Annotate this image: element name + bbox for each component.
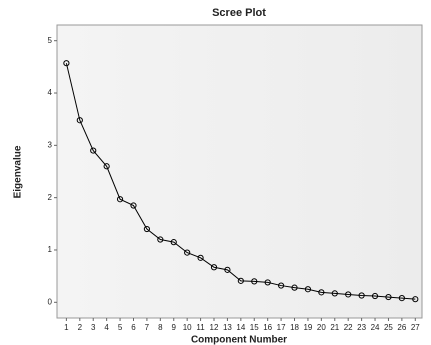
x-tick-label: 18	[290, 323, 299, 332]
point	[210, 264, 218, 271]
x-tick-label: 27	[411, 323, 420, 332]
point	[251, 278, 258, 285]
point	[331, 290, 338, 297]
point	[90, 147, 97, 154]
x-axis-label: Component Number	[191, 335, 287, 345]
point	[412, 296, 419, 303]
x-tick-label: 5	[118, 323, 123, 332]
x-tick-label: 21	[330, 323, 339, 332]
x-tick-label: 20	[317, 323, 326, 332]
point	[358, 292, 365, 299]
x-tick-label: 23	[357, 323, 366, 332]
x-tick-label: 9	[172, 323, 177, 332]
point	[385, 293, 392, 301]
x-tick-label: 14	[236, 323, 245, 332]
point	[116, 196, 124, 203]
point	[398, 295, 405, 302]
x-tick-label: 16	[263, 323, 272, 332]
plot-area	[56, 24, 423, 319]
point	[143, 225, 151, 233]
x-tick-label: 4	[104, 323, 109, 332]
x-tick-label: 11	[196, 323, 205, 332]
x-tick-label: 22	[344, 323, 353, 332]
point	[130, 202, 137, 209]
chart-title: Scree Plot	[212, 7, 266, 19]
x-tick-label: 13	[223, 323, 232, 332]
x-tick-label: 10	[183, 323, 192, 332]
x-tick-label: 1	[64, 323, 69, 332]
x-tick-label: 7	[145, 323, 150, 332]
y-axis-label: Eigenvalue	[13, 145, 24, 198]
point	[103, 163, 110, 170]
point	[63, 60, 70, 67]
point	[76, 117, 83, 124]
point	[371, 292, 379, 300]
point	[224, 266, 231, 273]
x-tick-label: 2	[78, 323, 83, 332]
y-tick-label: 2	[48, 193, 53, 202]
y-tick-label: 5	[48, 36, 53, 45]
x-tick-label: 25	[384, 323, 393, 332]
y-tick-label: 1	[48, 245, 53, 254]
point	[345, 291, 352, 298]
x-tick-label: 6	[131, 323, 136, 332]
x-tick-label: 19	[303, 323, 312, 332]
x-tick-label: 3	[91, 323, 96, 332]
y-tick-label: 3	[48, 140, 53, 149]
point	[197, 254, 204, 261]
point	[170, 239, 177, 246]
x-tick-label: 12	[210, 323, 219, 332]
point	[264, 279, 271, 286]
point	[277, 282, 285, 289]
point	[237, 277, 244, 284]
x-tick-label: 24	[371, 323, 380, 332]
point	[291, 284, 298, 291]
x-tick-label: 15	[250, 323, 259, 332]
y-tick-label: 0	[48, 297, 53, 306]
x-tick-label: 8	[158, 323, 163, 332]
point	[318, 289, 325, 296]
y-tick-label: 4	[48, 88, 53, 97]
x-tick-label: 17	[277, 323, 286, 332]
point	[184, 249, 191, 256]
x-tick-label: 26	[397, 323, 406, 332]
point	[304, 286, 312, 293]
line	[65, 63, 416, 300]
point	[157, 236, 164, 243]
